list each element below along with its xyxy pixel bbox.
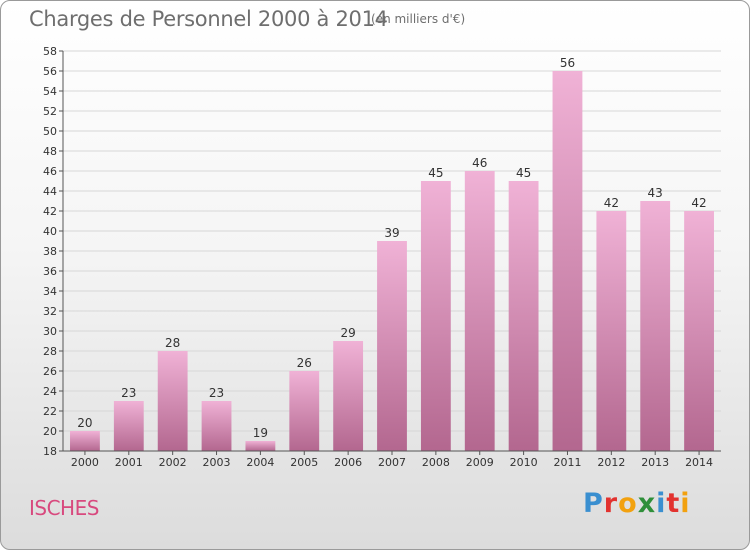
y-tick-label: 52 [43, 105, 57, 118]
data-label: 23 [209, 386, 224, 400]
chart-title: Charges de Personnel 2000 à 2014 [29, 7, 388, 31]
y-tick-label: 26 [43, 365, 57, 378]
bar-2007 [377, 241, 407, 451]
proxiti-logo: Proxiti [583, 488, 691, 519]
bar-2002 [157, 351, 188, 451]
bar-2014 [684, 211, 714, 451]
y-tick-label: 32 [43, 305, 57, 318]
y-tick-label: 56 [43, 65, 57, 78]
logo-letter: x [637, 488, 657, 519]
y-tick-label: 22 [43, 405, 57, 418]
y-tick-label: 38 [43, 245, 57, 258]
logo-letter: o [618, 488, 638, 519]
y-tick-label: 18 [43, 445, 57, 458]
y-tick-label: 36 [43, 265, 57, 278]
data-label: 45 [516, 166, 531, 180]
logo-letter: t [666, 488, 681, 519]
data-label: 28 [165, 336, 180, 350]
axes: 18 20 22 24 26 28 30 32 34 36 38 40 42 44 46 48 50 52 54 56… [43, 45, 721, 469]
bars: 20 23 28 23 19 26 29 39 45 46 45 56 42 43 42 [70, 56, 714, 451]
y-tick-label: 54 [43, 85, 57, 98]
x-tick-label: 2009 [466, 456, 494, 469]
data-label: 20 [77, 416, 92, 430]
bar-2004 [245, 441, 276, 451]
data-label: 29 [340, 326, 355, 340]
x-tick-label: 2007 [378, 456, 406, 469]
bar-2011 [552, 71, 583, 451]
x-tick-label: 2001 [115, 456, 143, 469]
x-tick-label: 2003 [203, 456, 231, 469]
bar-2006 [333, 341, 364, 451]
logo-letter: i [656, 488, 667, 519]
y-tick-label: 46 [43, 165, 57, 178]
bar-2008 [420, 181, 451, 451]
y-tick-label: 48 [43, 145, 57, 158]
commune-name: ISCHES [29, 496, 99, 520]
x-tick-label: 2006 [334, 456, 362, 469]
data-label: 19 [253, 426, 268, 440]
x-tick-label: 2002 [159, 456, 187, 469]
y-tick-label: 24 [43, 385, 57, 398]
y-tick-label: 40 [43, 225, 57, 238]
x-tick-label: 2013 [641, 456, 669, 469]
data-label: 23 [121, 386, 136, 400]
data-label: 56 [560, 56, 575, 70]
y-tick-label: 20 [43, 425, 57, 438]
x-tick-label: 2011 [553, 456, 581, 469]
bar-2000 [70, 431, 100, 451]
y-tick-label: 50 [43, 125, 57, 138]
bar-2005 [289, 371, 320, 451]
data-label: 43 [648, 186, 663, 200]
y-tick-label: 30 [43, 325, 57, 338]
chart-subtitle: (en milliers d'€) [371, 12, 466, 26]
x-tick-label: 2008 [422, 456, 450, 469]
data-label: 46 [472, 156, 487, 170]
logo-letter: i [680, 488, 691, 519]
bar-2012 [596, 211, 627, 451]
data-label: 45 [428, 166, 443, 180]
x-tick-label: 2010 [510, 456, 538, 469]
bar-2003 [201, 401, 232, 451]
y-tick-label: 44 [43, 185, 57, 198]
bar-2010 [508, 181, 539, 451]
x-tick-label: 2004 [246, 456, 274, 469]
bar-2001 [113, 401, 144, 451]
data-label: 39 [384, 226, 399, 240]
y-tick-label: 58 [43, 45, 57, 58]
y-tick-label: 42 [43, 205, 57, 218]
bar-2009 [464, 171, 495, 451]
y-tick-label: 28 [43, 345, 57, 358]
data-label: 26 [297, 356, 312, 370]
y-tick-label: 34 [43, 285, 57, 298]
data-label: 42 [604, 196, 619, 210]
x-tick-label: 2000 [71, 456, 99, 469]
logo-letter: r [603, 488, 619, 519]
x-tick-label: 2012 [597, 456, 625, 469]
x-tick-label: 2005 [290, 456, 318, 469]
x-tick-label: 2014 [685, 456, 713, 469]
logo-letter: P [583, 488, 604, 519]
data-label: 42 [691, 196, 706, 210]
bar-2013 [640, 201, 671, 451]
